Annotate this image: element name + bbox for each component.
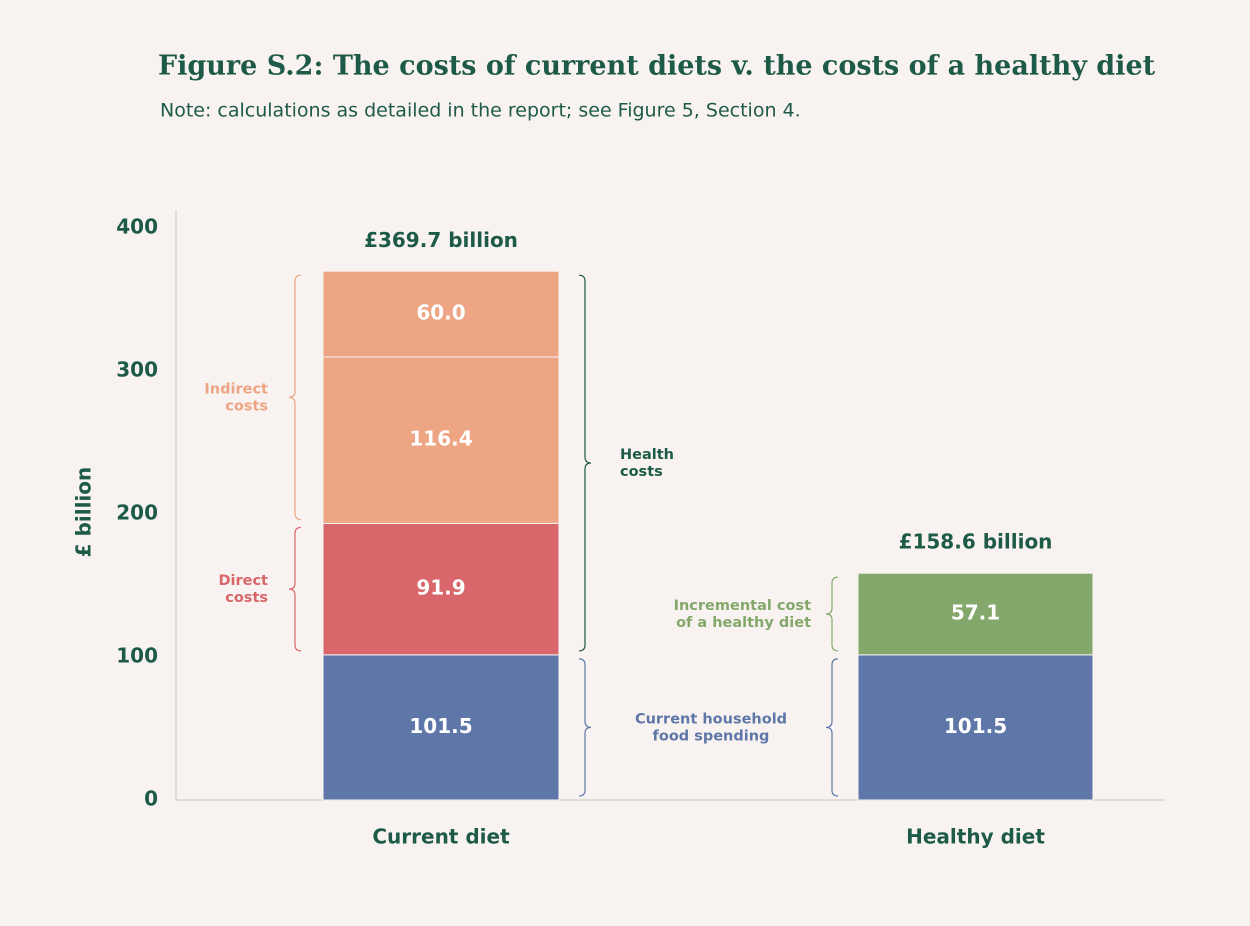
- bracket: [288, 274, 302, 521]
- x-tick-label: Current diet: [372, 825, 510, 849]
- annotation: Direct: [218, 573, 268, 589]
- bar-segment: [322, 356, 560, 524]
- y-axis-label: £ billion: [72, 467, 96, 558]
- y-tick-label: 400: [116, 215, 158, 239]
- value-label: 91.9: [416, 576, 465, 600]
- annotation: of a healthy diet: [676, 615, 811, 631]
- annotation: food spending: [653, 728, 770, 744]
- annotation: Current household: [635, 711, 787, 727]
- value-label: 116.4: [409, 427, 472, 451]
- y-tick-label: 0: [144, 787, 158, 811]
- y-tick-label: 100: [116, 644, 158, 668]
- x-tick-label: Healthy diet: [906, 825, 1045, 849]
- value-label: 57.1: [951, 601, 1000, 625]
- bracket: [578, 658, 592, 797]
- chart-title: Figure S.2: The costs of current diets v…: [158, 51, 1156, 82]
- bracket: [825, 576, 839, 652]
- bracket: [578, 274, 592, 652]
- bracket: [825, 658, 839, 797]
- bar-segment: [857, 572, 1094, 656]
- total-label: £158.6 billion: [899, 530, 1053, 554]
- bar-segment: [857, 654, 1094, 801]
- y-tick-label: 200: [116, 501, 158, 525]
- annotation: Incremental cost: [674, 598, 811, 614]
- annotation: costs: [225, 590, 268, 606]
- chart-subtitle: Note: calculations as detailed in the re…: [160, 100, 801, 122]
- bar-segment: [322, 270, 560, 358]
- value-label: 60.0: [416, 301, 465, 325]
- value-label: 101.5: [409, 714, 472, 738]
- annotation: Health: [620, 447, 674, 463]
- value-label: 101.5: [944, 714, 1007, 738]
- bar-segment: [322, 654, 560, 801]
- bar-segment: [322, 522, 560, 656]
- annotation: costs: [620, 464, 663, 480]
- total-label: £369.7 billion: [364, 228, 518, 252]
- y-tick-label: 300: [116, 358, 158, 382]
- bracket: [288, 526, 302, 652]
- annotation: costs: [225, 398, 268, 414]
- annotation: Indirect: [204, 381, 268, 397]
